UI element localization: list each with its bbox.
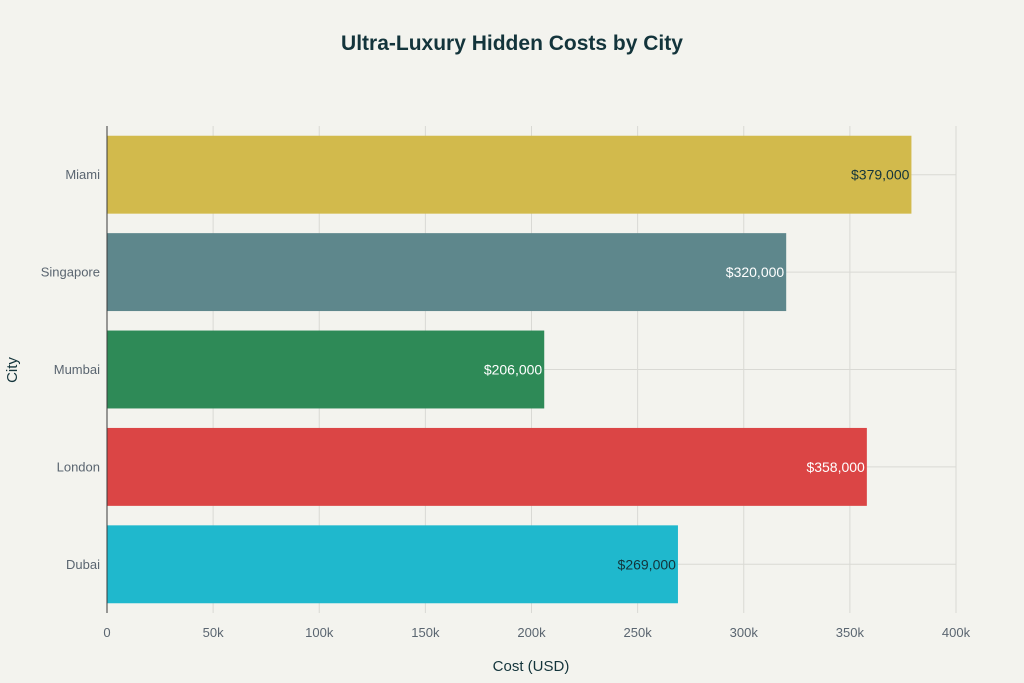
y-tick-label-miami: Miami — [65, 167, 100, 182]
bar-miami — [107, 135, 912, 214]
data-label-miami: $379,000 — [851, 167, 910, 183]
x-tick-labels: 0 50k 100k 150k 200k 250k 300k 350k 400k — [103, 625, 970, 640]
x-tick-label: 50k — [203, 625, 224, 640]
x-tick-label: 350k — [836, 625, 865, 640]
y-tick-label-singapore: Singapore — [41, 265, 100, 280]
data-label-singapore: $320,000 — [726, 264, 785, 280]
data-label-mumbai: $206,000 — [484, 362, 543, 378]
x-tick-label: 400k — [942, 625, 971, 640]
bars — [107, 135, 912, 604]
y-tick-label-dubai: Dubai — [66, 557, 100, 572]
y-tick-label-mumbai: Mumbai — [54, 362, 100, 377]
x-tick-label: 200k — [517, 625, 546, 640]
x-tick-label: 100k — [305, 625, 334, 640]
x-tick-label: 250k — [624, 625, 653, 640]
x-axis-title: Cost (USD) — [493, 658, 570, 675]
bar-singapore — [107, 233, 787, 312]
data-label-london: $358,000 — [806, 459, 865, 475]
y-axis-title: City — [4, 357, 21, 383]
y-tick-label-london: London — [57, 459, 100, 474]
data-label-dubai: $269,000 — [618, 556, 677, 572]
x-tick-label: 0 — [103, 625, 110, 640]
bar-london — [107, 427, 867, 506]
data-labels: $379,000 $320,000 $206,000 $358,000 $269,000 — [484, 167, 910, 573]
x-tick-label: 300k — [730, 625, 759, 640]
y-tick-labels: Miami Singapore Mumbai London Dubai — [41, 167, 100, 572]
x-tick-label: 150k — [411, 625, 440, 640]
chart-title: Ultra-Luxury Hidden Costs by City — [341, 32, 683, 55]
bar-dubai — [107, 525, 678, 604]
bar-mumbai — [107, 330, 545, 409]
